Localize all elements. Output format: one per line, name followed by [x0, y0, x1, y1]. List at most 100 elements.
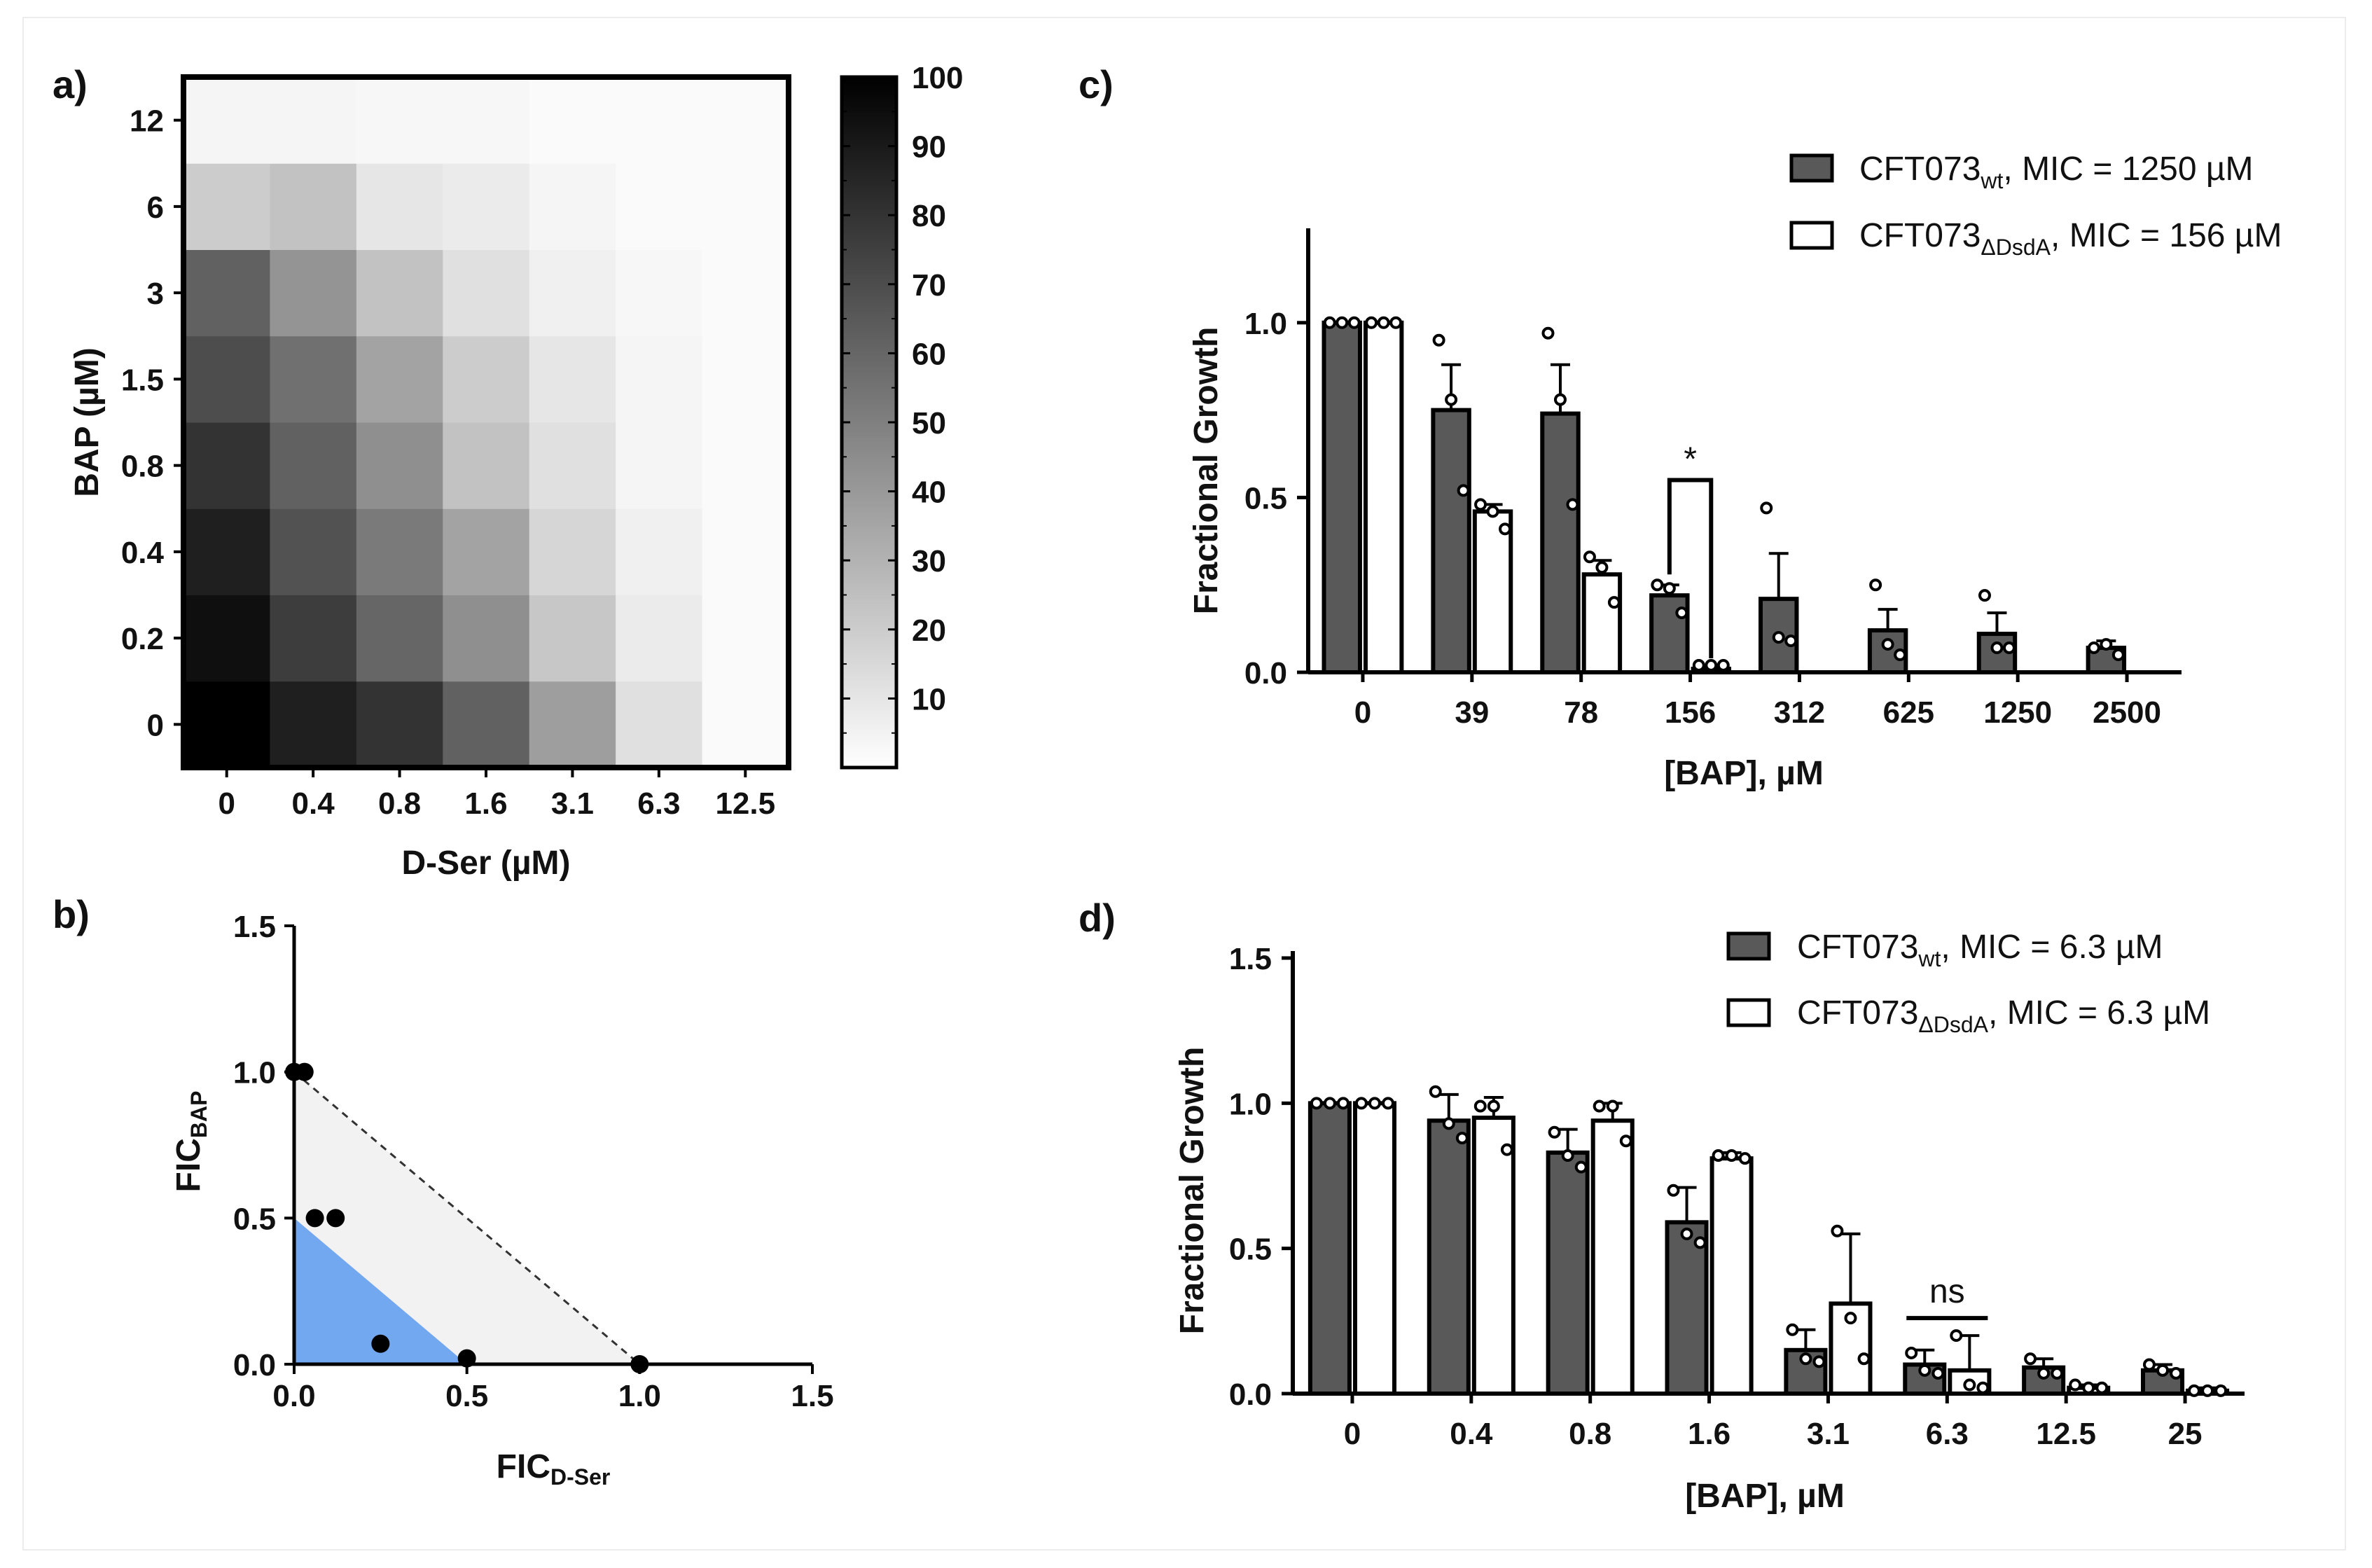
heatmap-x-tick-label: 0.4: [292, 786, 335, 821]
heatmap-y-tick-label: 1.5: [121, 363, 164, 397]
isobologram-chart: 0.0 0.5 1.0 1.5 0.0 0.5 1.0 1.5 FICD-Ser FICBAP: [170, 910, 834, 1490]
replicate-point: [1487, 1099, 1500, 1113]
heatmap-x-tick-label: 6.3: [637, 786, 680, 821]
replicate-point: [1377, 316, 1390, 329]
replicate-point: [1595, 561, 1609, 574]
heatmap-cell: [443, 163, 530, 250]
heatmap-x-tick-label: 0: [218, 786, 235, 821]
y-tick-label: 0.5: [1229, 1233, 1272, 1267]
heatmap-cell: [443, 335, 530, 423]
replicate-point: [2142, 1358, 2156, 1371]
heatmap-cell: [529, 163, 616, 250]
heatmap-cell: [616, 77, 703, 164]
colorbar-ticks: 100 90 80 70 60 50 40 30 20 10: [842, 61, 963, 734]
replicate-point: [1323, 1097, 1336, 1110]
bar-wt: [1431, 408, 1471, 674]
replicate-point: [1667, 1184, 1680, 1197]
replicate-point: [1442, 1117, 1455, 1130]
fic-point: [305, 1209, 324, 1228]
replicate-point: [1663, 582, 1676, 595]
plot-area-c: 0.0 0.5 1.0 0 39 78 156 312 625 1250 2500 *: [1244, 228, 2182, 730]
legend-entry-dsda-c: CFT073ΔDsdA, MIC = 156 µM: [1859, 217, 2282, 260]
heatmap-cell: [183, 163, 270, 250]
bar-wt: [1540, 411, 1581, 674]
heatmap-cell: [529, 508, 616, 595]
replicate-point: [1382, 1097, 1395, 1110]
replicate-point: [1651, 578, 1664, 592]
x-tick-label: 78: [1564, 695, 1598, 730]
replicate-point: [1831, 1224, 1844, 1237]
heatmap-cell: [616, 163, 703, 250]
replicate-point: [1675, 606, 1688, 620]
y-axis-label-d: Fractional Growth: [1174, 1047, 1211, 1335]
legend-c: CFT073wt, MIC = 1250 µM CFT073ΔDsdA, MIC…: [1789, 151, 2282, 260]
replicate-point: [2111, 648, 2125, 662]
x-tick-label: 0.8: [1569, 1417, 1611, 1451]
replicate-point: [1606, 1099, 1619, 1113]
bar-dsda: [1352, 1101, 1396, 1396]
replicate-point: [1976, 1381, 1990, 1394]
heatmap-cell: [616, 335, 703, 423]
x-axis-label-d: [BAP], µM: [1685, 1478, 1845, 1515]
heatmap-cell: [270, 335, 357, 423]
x-tick-label: 39: [1455, 695, 1489, 730]
heatmap-cell: [270, 249, 357, 337]
replicate-point: [2087, 641, 2100, 655]
heatmap-x-tick-label: 0.8: [378, 786, 421, 821]
replicate-point: [1541, 326, 1555, 340]
panel-label-b: b): [53, 892, 90, 936]
replicate-point: [1499, 522, 1512, 536]
colorbar-tick-label: 70: [912, 268, 946, 303]
legend-entry-dsda-d: CFT073ΔDsdA, MIC = 6.3 µM: [1797, 994, 2210, 1037]
legend-d: CFT073wt, MIC = 6.3 µM CFT073ΔDsdA, MIC …: [1726, 929, 2210, 1037]
panel-label-c: c): [1079, 62, 1114, 106]
heatmap-x-ticks: 0 0.4 0.8 1.6 3.1 6.3 12.5: [218, 768, 775, 821]
replicate-point: [1950, 1329, 1963, 1342]
heatmap-cell: [616, 422, 703, 509]
replicate-point: [1347, 316, 1361, 329]
heatmap-chart: 0 0.4 0.8 1.6 3.1 6.3 12.5 0 0.2 0.4 0.8 1.5 3 6 12 D…: [69, 61, 963, 882]
legend-swatch-dsda-c: [1789, 221, 1834, 250]
heatmap-x-axis-label: D-Ser (µM): [402, 845, 571, 882]
heatmap-cell: [529, 681, 616, 768]
colorbar-tick-label: 20: [912, 613, 946, 648]
replicate-point: [1310, 1097, 1323, 1110]
panel-label-d: d): [1079, 896, 1116, 940]
replicate-point: [1963, 1378, 1976, 1392]
replicate-point: [1574, 1160, 1588, 1174]
bar-wt: [1546, 1150, 1590, 1396]
heatmap-cell: [529, 77, 616, 164]
heatmap-cell: [270, 595, 357, 682]
fic-point: [295, 1062, 314, 1081]
replicate-point: [2156, 1364, 2170, 1377]
heatmap-cell: [356, 335, 443, 423]
heatmap-y-tick-label: 0: [147, 708, 164, 742]
replicate-point: [1725, 1149, 1738, 1162]
fic-x-tick-label: 1.5: [791, 1379, 833, 1413]
replicate-point: [1786, 1323, 1799, 1336]
fic-y-tick-label: 0.0: [233, 1348, 276, 1382]
colorbar-tick-label: 30: [912, 544, 946, 578]
replicate-point: [1474, 498, 1487, 511]
y-tick-label: 1.0: [1244, 307, 1287, 341]
x-tick-label: 0: [1354, 695, 1371, 730]
heatmap-y-ticks: 0 0.2 0.4 0.8 1.5 3 6 12: [121, 104, 183, 742]
replicate-point: [1978, 589, 1991, 602]
bar-dsda: [1363, 320, 1404, 674]
replicate-point: [2170, 1366, 2183, 1380]
bar-chart-d: CFT073wt, MIC = 6.3 µM CFT073ΔDsdA, MIC …: [1174, 929, 2245, 1515]
heatmap-cell: [183, 681, 270, 768]
fic-y-tick-label: 1.5: [233, 910, 276, 944]
replicate-point: [1712, 1149, 1725, 1162]
x-tick-label: 625: [1883, 695, 1934, 730]
y-tick-label: 1.5: [1229, 942, 1272, 976]
ns-label: ns: [1929, 1273, 1965, 1310]
replicate-point: [1354, 1097, 1368, 1110]
heatmap-y-tick-label: 12: [130, 104, 164, 139]
replicate-point: [1812, 1355, 1826, 1368]
heatmap-cell: [356, 249, 443, 337]
replicate-point: [2082, 1381, 2095, 1394]
heatmap-cell: [183, 595, 270, 682]
x-tick-label: 0.4: [1450, 1417, 1493, 1451]
heatmap-cell: [183, 508, 270, 595]
